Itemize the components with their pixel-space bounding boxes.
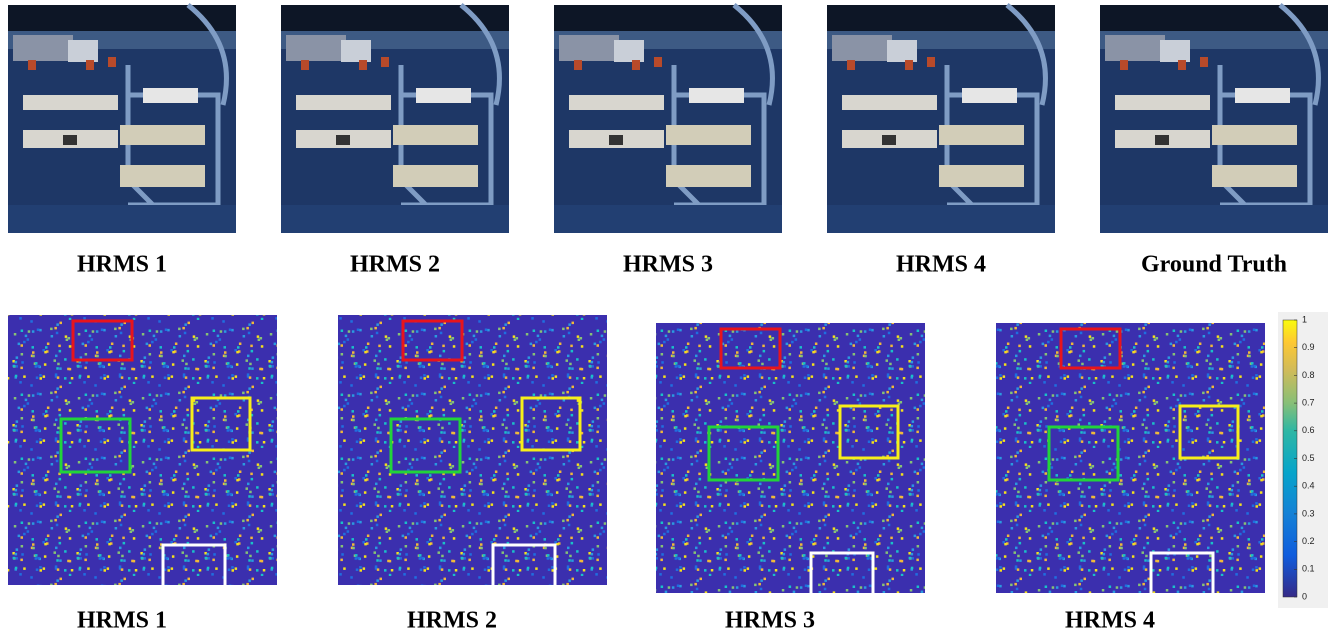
error-map-label: HRMS 2 — [407, 608, 497, 634]
colorbar-tick-label: 0.2 — [1302, 536, 1315, 546]
image-label: HRMS 4 — [896, 252, 986, 278]
satellite-image — [1100, 5, 1328, 233]
image-label: HRMS 1 — [77, 252, 167, 278]
colorbar-tick-label: 1 — [1302, 314, 1307, 324]
image-label: Ground Truth — [1141, 252, 1287, 278]
colorbar-tick-label: 0.8 — [1302, 370, 1315, 380]
satellite-image — [554, 5, 782, 233]
colorbar-tick-label: 0.4 — [1302, 481, 1315, 491]
satellite-image — [8, 5, 236, 233]
image-label: HRMS 2 — [350, 252, 440, 278]
colorbar-tick-label: 0.6 — [1302, 425, 1315, 435]
satellite-image — [281, 5, 509, 233]
colorbar-tick-label: 0.5 — [1302, 453, 1315, 463]
error-map-label: HRMS 4 — [1065, 608, 1155, 634]
image-label: HRMS 3 — [623, 252, 713, 278]
colorbar-tick-label: 0.9 — [1302, 342, 1315, 352]
error-map-label: HRMS 1 — [77, 608, 167, 634]
figure: HRMS 1 HRMS 2 HRMS 3 HRMS 4 Ground Truth HRM… — [0, 0, 1330, 639]
error-map-label: HRMS 3 — [725, 608, 815, 634]
colorbar-tick-label: 0.1 — [1302, 564, 1315, 574]
colorbar-tick-label: 0 — [1302, 591, 1307, 601]
colorbar-tick-label: 0.7 — [1302, 397, 1315, 407]
colorbar-tick-label: 0.3 — [1302, 508, 1315, 518]
satellite-image — [827, 5, 1055, 233]
